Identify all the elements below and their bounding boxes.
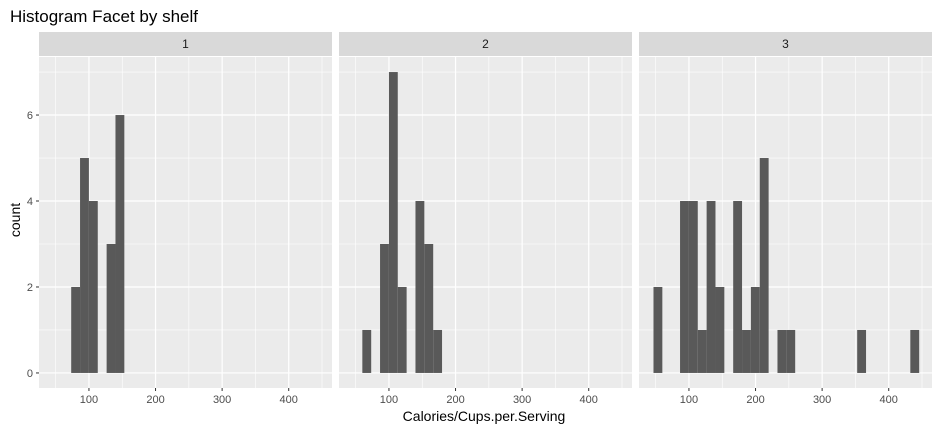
histogram-bar — [742, 329, 751, 373]
y-tick-label: 0 — [27, 368, 33, 380]
histogram-bar — [433, 329, 443, 373]
x-axis-title: Calories/Cups.per.Serving — [403, 408, 566, 424]
x-tick-label: 400 — [280, 394, 298, 406]
histogram-bar — [380, 243, 389, 373]
x-tick-label: 200 — [446, 394, 464, 406]
facet-panel-1: 1 100 200 300 400 — [39, 32, 332, 406]
histogram-bar — [397, 286, 407, 373]
x-tick-label: 400 — [580, 394, 598, 406]
histogram-bar — [706, 201, 716, 373]
y-tick-label: 6 — [27, 110, 33, 122]
histogram-bar — [653, 286, 663, 373]
y-tick-label: 2 — [27, 282, 33, 294]
x-tick-label: 100 — [380, 394, 398, 406]
x-tick-label: 300 — [513, 394, 531, 406]
histogram-bar — [715, 286, 725, 373]
y-tick-label: 4 — [27, 196, 33, 208]
histogram-bar — [415, 201, 425, 373]
histogram-bar — [424, 243, 434, 373]
x-tick-label: 200 — [146, 394, 164, 406]
facet-strip-label: 3 — [782, 37, 789, 51]
histogram-bar — [71, 286, 81, 373]
histogram-bar — [697, 329, 707, 373]
facets-layer: 0 2 4 6 1 100 200 300 400 2 100 200 300 400 3 100 200 300… — [27, 32, 932, 406]
facet-strip-label: 1 — [182, 37, 189, 51]
histogram-bar — [733, 201, 743, 373]
x-tick-label: 200 — [746, 394, 764, 406]
facet-strip — [39, 32, 332, 56]
histogram-bar — [759, 158, 769, 373]
x-tick-label: 100 — [680, 394, 698, 406]
histogram-bar — [750, 286, 760, 373]
x-tick-label: 300 — [213, 394, 231, 406]
facet-panel-3: 3 100 200 300 400 — [639, 32, 932, 406]
histogram-bar — [786, 329, 796, 373]
histogram-bar — [88, 201, 98, 373]
histogram-bar — [388, 72, 398, 373]
histogram-bar — [115, 115, 125, 373]
x-tick-label: 400 — [880, 394, 898, 406]
facet-panel-2: 2 100 200 300 400 — [339, 32, 632, 406]
facet-strip — [639, 32, 932, 56]
y-axis-title: count — [7, 203, 23, 237]
histogram-bar — [106, 243, 116, 373]
x-tick-label: 300 — [813, 394, 831, 406]
histogram-bar — [680, 201, 689, 373]
facet-strip-label: 2 — [482, 37, 489, 51]
histogram-bar — [910, 329, 920, 373]
histogram-bar — [777, 329, 787, 373]
x-tick-label: 100 — [80, 394, 98, 406]
histogram-bar — [857, 329, 867, 373]
histogram-bar — [362, 329, 372, 373]
facet-strip — [339, 32, 632, 56]
histogram-bar — [80, 158, 89, 373]
chart-title: Histogram Facet by shelf — [10, 7, 198, 26]
histogram-bar — [688, 201, 698, 373]
